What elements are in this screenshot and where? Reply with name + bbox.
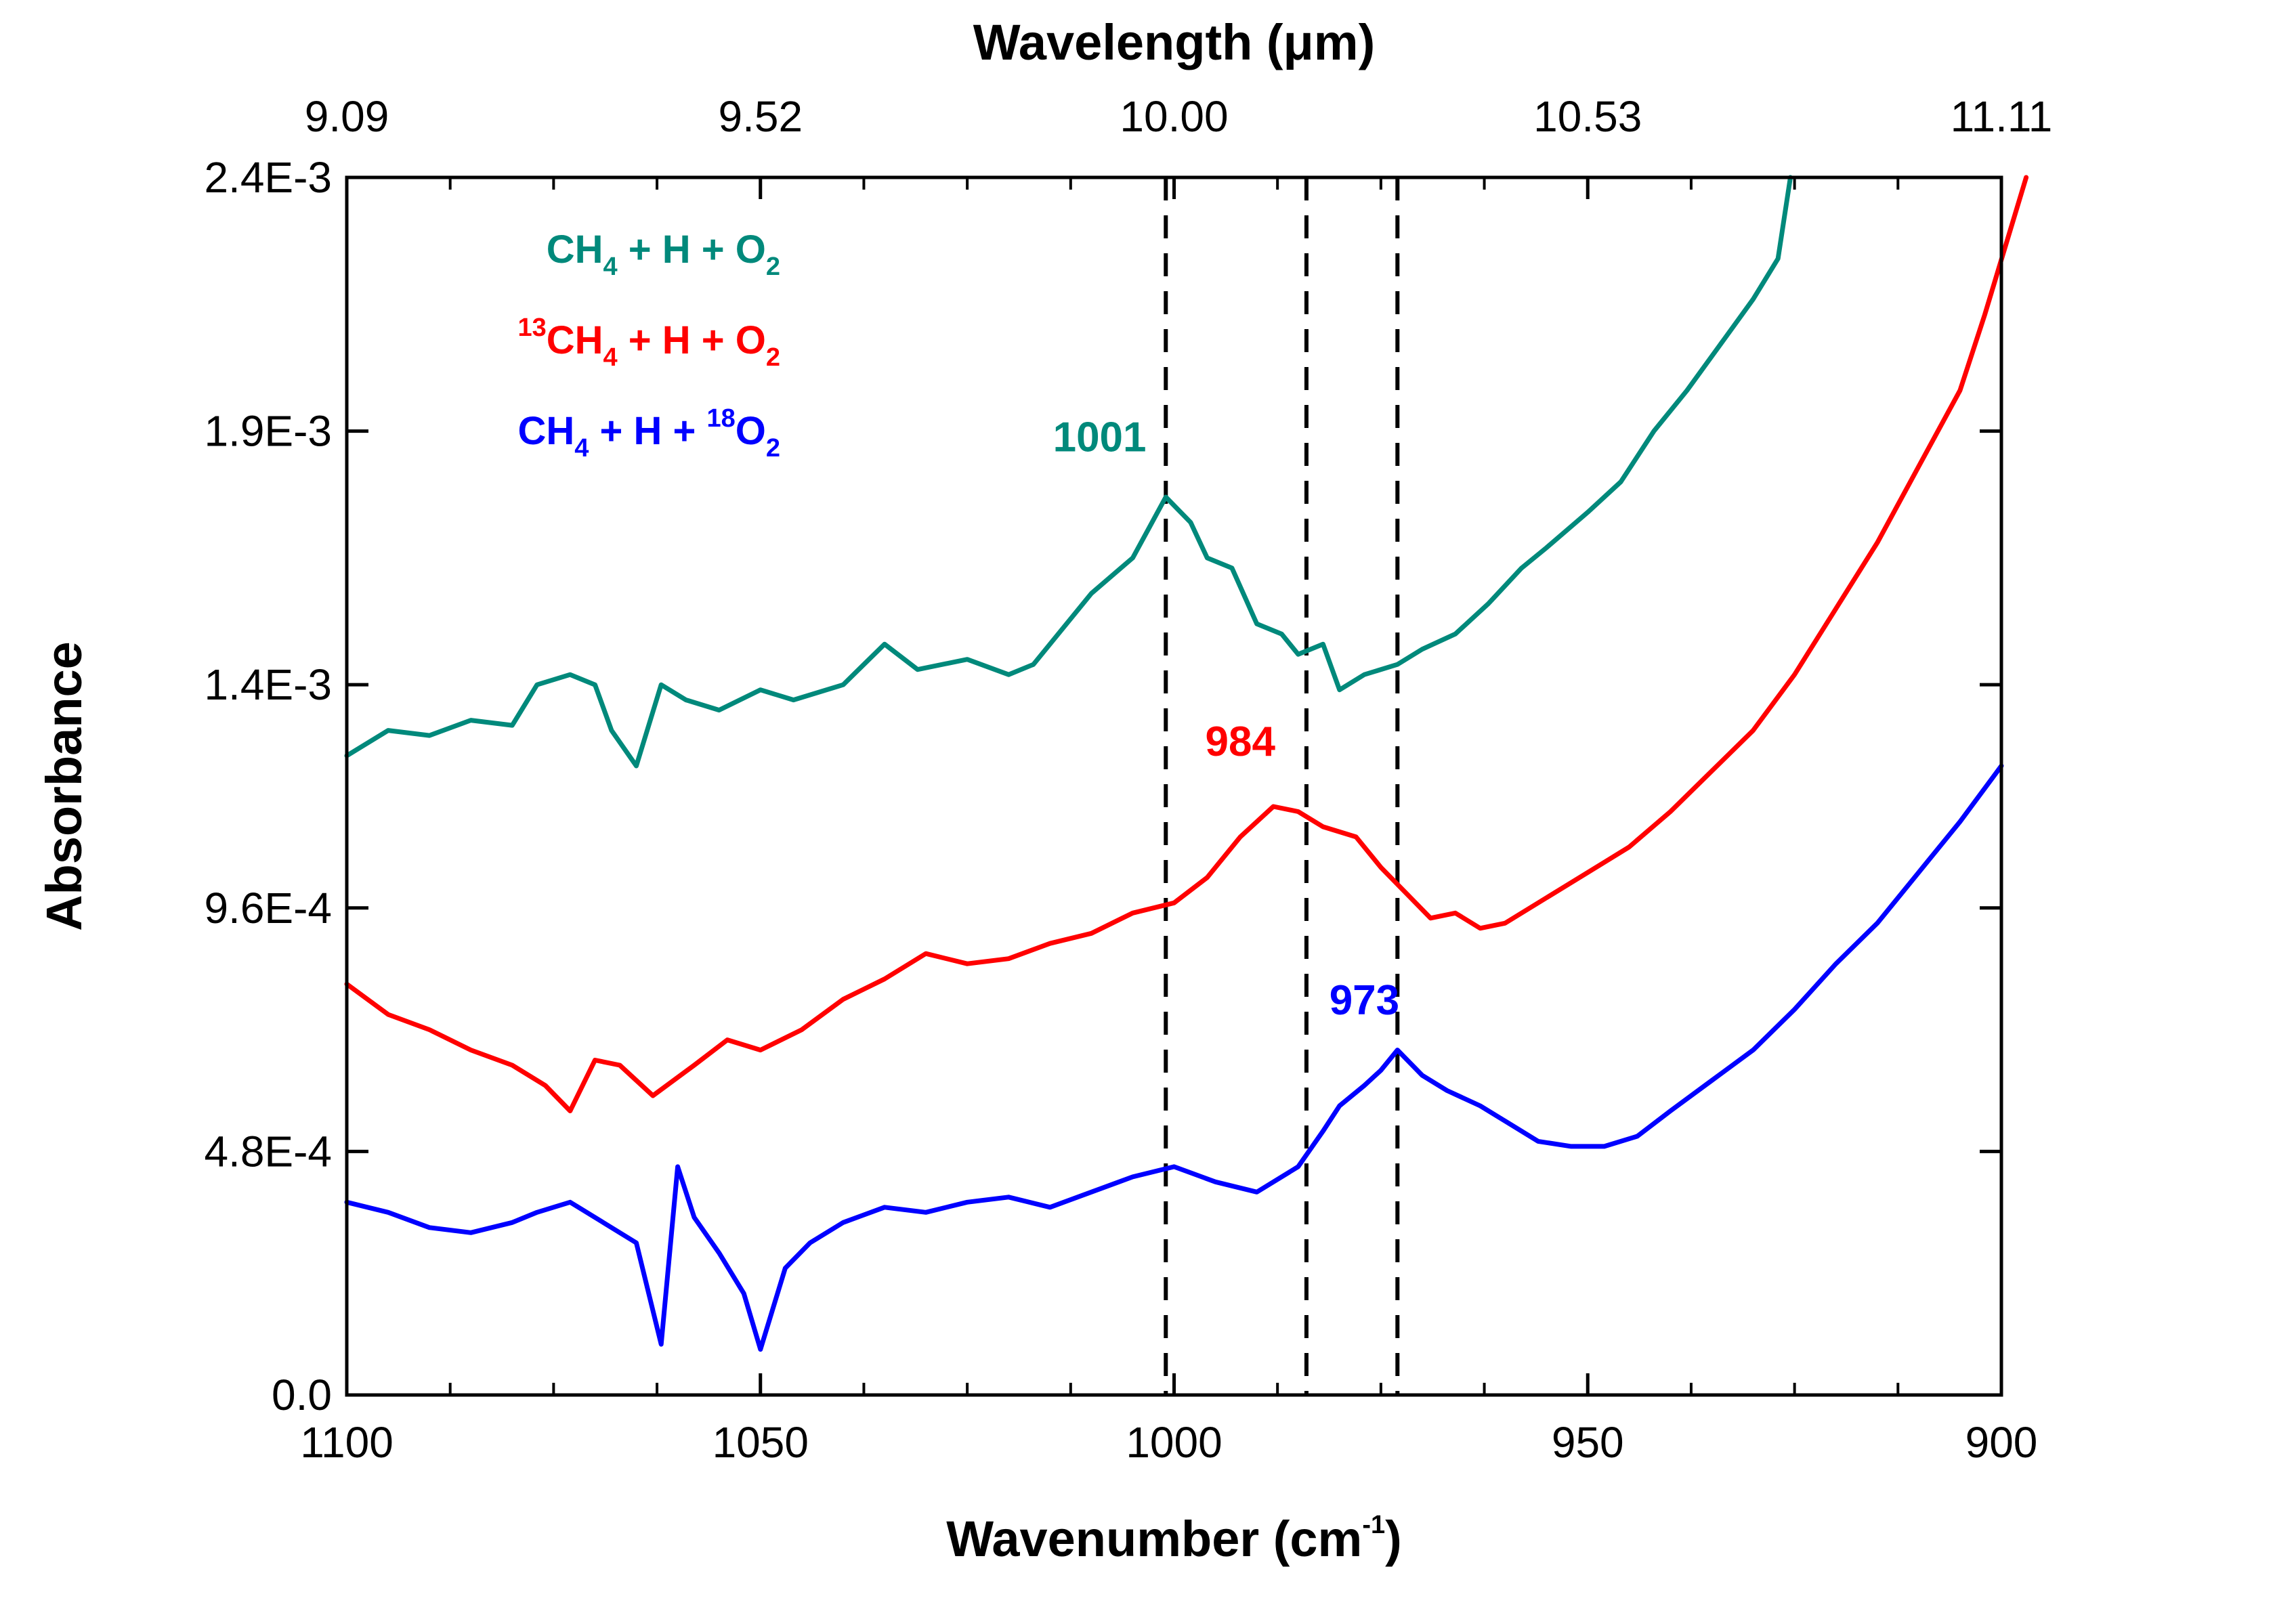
y-tick-label: 2.4E-3 xyxy=(204,153,332,202)
y-tick-label: 9.6E-4 xyxy=(204,884,332,932)
y-tick-label: 1.9E-3 xyxy=(204,407,332,456)
dashed-reference-lines xyxy=(1166,177,1397,1395)
x2-tick-label: 10.53 xyxy=(1533,92,1642,141)
legend-entry-1: 13CH4 + H + O2 xyxy=(517,314,780,372)
x-axis-title: Wavenumber (cm-1) xyxy=(946,1511,1402,1567)
legend: CH4 + H + O2 13CH4 + H + O2 CH4 + H + 18O2 xyxy=(517,228,780,463)
legend-entry-2: CH4 + H + 18O2 xyxy=(517,404,780,463)
x-tick-label: 1050 xyxy=(713,1418,809,1467)
y-tick-label: 1.4E-3 xyxy=(204,660,332,709)
peak-label-1001: 1001 xyxy=(1053,414,1147,461)
x2-tick-label: 9.52 xyxy=(718,92,803,141)
peak-annotations: 1001 984 973 xyxy=(1053,414,1400,1025)
tick-labels: 1100 9.09 1050 9.52 1000 10.00 950 10.53 900 11.1… xyxy=(204,92,2052,1467)
legend-entry-0: CH4 + H + O2 xyxy=(547,228,780,281)
absorbance-chart: 1100 9.09 1050 9.52 1000 10.00 950 10.53 900 11.1… xyxy=(0,0,2296,1611)
top-axis-title: Wavelength (μm) xyxy=(973,14,1375,70)
peak-label-984: 984 xyxy=(1205,718,1275,765)
series-line-2 xyxy=(347,766,2001,1350)
y-tick-label: 4.8E-4 xyxy=(204,1127,332,1176)
x-tick-label: 1100 xyxy=(300,1418,394,1467)
peak-label-973: 973 xyxy=(1330,977,1399,1024)
x-tick-label: 950 xyxy=(1552,1418,1624,1467)
x2-tick-label: 10.00 xyxy=(1120,92,1228,141)
x-axis-title-superscript: -1 xyxy=(1362,1511,1385,1539)
x-tick-label: 1000 xyxy=(1126,1418,1222,1467)
y-axis-title: Absorbance xyxy=(36,641,92,931)
x2-tick-label: 11.11 xyxy=(1951,92,2053,141)
x2-tick-label: 9.09 xyxy=(305,92,389,141)
y-tick-label: 0.0 xyxy=(272,1371,332,1419)
x-tick-label: 900 xyxy=(1965,1418,2038,1467)
series-line-1 xyxy=(347,177,2026,1111)
